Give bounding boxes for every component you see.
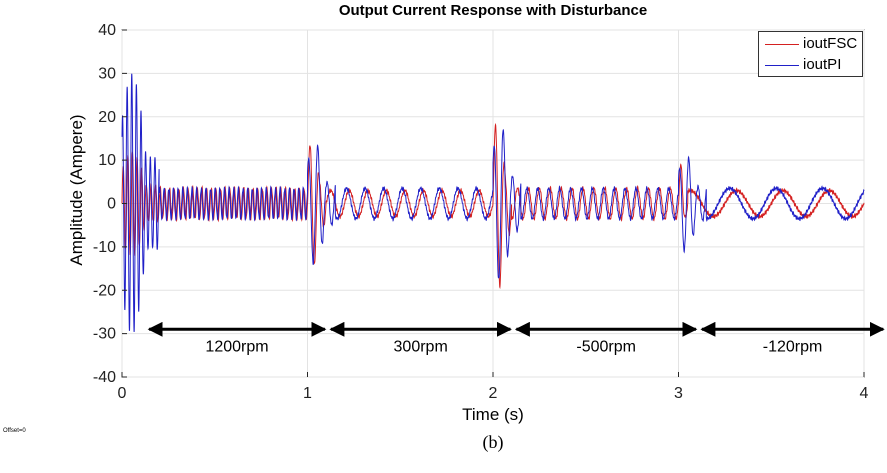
chart-title: Output Current Response with Disturbance — [338, 2, 648, 19]
y-tick-label: 20 — [98, 109, 116, 126]
figure-caption: (b) — [482, 432, 504, 452]
legend-item-ioutFSC: ioutFSC — [765, 35, 860, 53]
x-tick-label: 4 — [860, 385, 869, 402]
legend: ioutFSC ioutPI — [758, 31, 863, 77]
y-tick-label: -20 — [93, 282, 116, 299]
annotation-label: 1200rpm — [205, 338, 268, 355]
x-tick-label: 2 — [489, 385, 498, 402]
y-tick-label: 10 — [98, 152, 116, 169]
legend-item-ioutPI: ioutPI — [765, 56, 860, 74]
ticks: 0 1 2 3 4 40 30 20 10 0 -10 -20 -30 -40 — [93, 22, 869, 402]
series-layer — [121, 73, 865, 332]
offset-label: Offset=0 — [3, 428, 26, 434]
legend-swatch-ioutPI — [765, 65, 799, 66]
legend-swatch-ioutFSC — [765, 44, 799, 45]
x-tick-label: 1 — [303, 385, 312, 402]
x-axis-label: Time (s) — [462, 405, 524, 424]
annotation-label: -500rpm — [576, 338, 636, 355]
y-tick-label: 30 — [98, 65, 116, 82]
x-tick-label: 3 — [674, 385, 683, 402]
legend-label-ioutFSC: ioutFSC — [803, 35, 858, 52]
y-tick-label: -10 — [93, 239, 116, 256]
series-line-ioutPI — [121, 73, 865, 332]
y-tick-label: 0 — [107, 196, 116, 213]
y-tick-label: -30 — [93, 326, 116, 343]
annotation-label: -120rpm — [763, 338, 823, 355]
x-tick-label: 0 — [118, 385, 127, 402]
y-axis-label: Amplitude (Ampere) — [67, 114, 86, 266]
y-tick-label: -40 — [93, 369, 116, 386]
annotation-label: 300rpm — [394, 338, 448, 355]
annotation-layer: 1200rpm 300rpm -500rpm -120rpm — [147, 321, 885, 355]
y-tick-label: 40 — [98, 22, 116, 39]
legend-label-ioutPI: ioutPI — [803, 56, 842, 73]
